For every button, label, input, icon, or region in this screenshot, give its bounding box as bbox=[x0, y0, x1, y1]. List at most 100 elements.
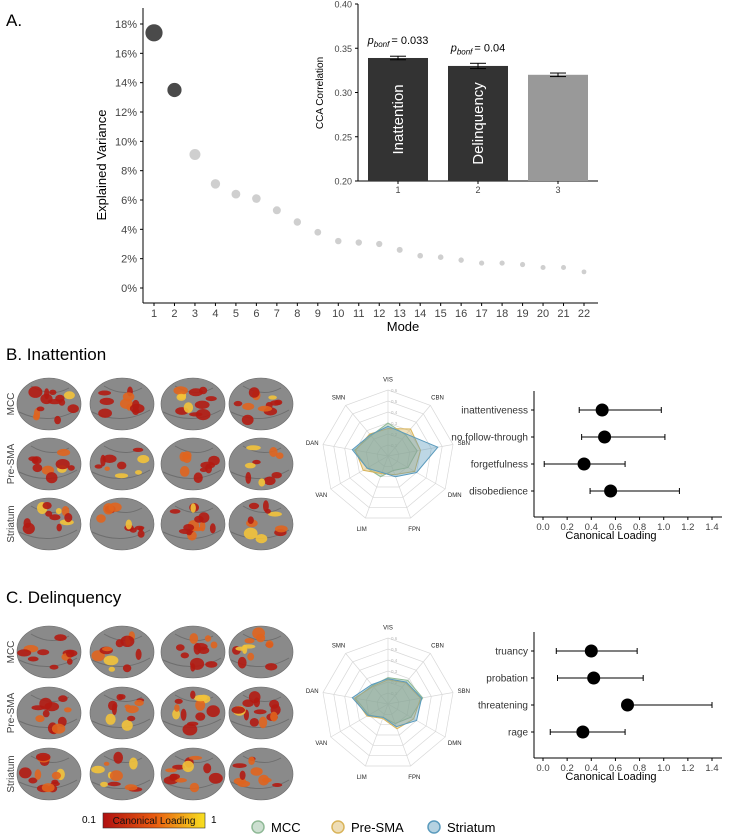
loading-xtick-label: 1.2 bbox=[681, 522, 694, 533]
loading-xtick-label: 0.4 bbox=[585, 763, 598, 774]
brain-activation bbox=[129, 757, 138, 770]
main-xtick-label: 3 bbox=[192, 308, 198, 320]
brain-activation bbox=[135, 648, 142, 661]
radar-scale-label: 0.3 bbox=[391, 669, 398, 674]
radar-axis-label: SMN bbox=[332, 644, 345, 650]
brain-activation bbox=[205, 396, 217, 402]
pbonf-sub: bonf bbox=[457, 47, 473, 56]
brain-activation bbox=[137, 530, 145, 538]
variance-point bbox=[231, 189, 241, 199]
colorbar-gradient bbox=[102, 812, 206, 829]
brain-activation bbox=[248, 387, 260, 398]
brain-activation bbox=[120, 635, 135, 647]
brain-sulcus bbox=[91, 718, 151, 728]
brain-activation bbox=[258, 478, 266, 487]
brain-surface bbox=[160, 377, 226, 431]
brain-activation bbox=[189, 782, 200, 793]
brain-activation bbox=[51, 723, 66, 734]
main-ytick-label: 0% bbox=[121, 283, 137, 295]
brain-activation bbox=[180, 708, 187, 721]
pbonf-sub: bonf bbox=[374, 40, 390, 49]
brain-surface bbox=[89, 497, 155, 551]
brain-activation bbox=[67, 658, 73, 665]
brain-activation bbox=[66, 650, 75, 658]
brain-activation bbox=[183, 524, 195, 531]
brain-sulcus bbox=[230, 718, 290, 728]
brain-sulcus bbox=[30, 755, 70, 763]
loading-category-label: probation bbox=[486, 674, 528, 685]
pbonf-value: = 0.04 bbox=[474, 42, 505, 54]
brain-activation bbox=[263, 500, 269, 512]
radar-scale-label: 0.3 bbox=[391, 421, 398, 426]
main-xtick-label: 21 bbox=[557, 308, 569, 320]
panel-c-label: C. Delinquency bbox=[6, 588, 122, 607]
brain-activation bbox=[242, 402, 255, 411]
variance-point bbox=[314, 228, 322, 236]
main-ytick-label: 4% bbox=[121, 224, 137, 236]
brain-activation bbox=[248, 691, 261, 704]
loading-point bbox=[598, 430, 612, 444]
brain-activation bbox=[55, 459, 70, 470]
radar-axis-label: VAN bbox=[315, 493, 327, 499]
radar-axis-label: FPN bbox=[408, 775, 420, 781]
brain-activation bbox=[194, 515, 204, 523]
explained-variance-ylabel: Explained Variance bbox=[94, 109, 109, 220]
loading-category-label: threatening bbox=[478, 701, 528, 712]
main-ytick-label: 2% bbox=[121, 254, 137, 266]
brain-activation bbox=[114, 473, 129, 479]
brain-activation bbox=[102, 646, 113, 652]
brain-activation bbox=[103, 503, 114, 515]
variance-point bbox=[396, 246, 403, 253]
main-xtick-label: 7 bbox=[274, 308, 280, 320]
main-xtick-label: 5 bbox=[233, 308, 239, 320]
inset-ytick-label: 0.30 bbox=[334, 88, 352, 98]
brain-activation bbox=[231, 706, 246, 714]
loading-chart-delinquency: Canonical Loading 0.0 0.2 0.4 0.6 0.8 1.0 1.2 1… bbox=[478, 632, 722, 783]
brain-activation bbox=[271, 472, 282, 479]
loading-xtick-label: 1.4 bbox=[705, 522, 718, 533]
radar-axis-label: SMN bbox=[332, 396, 345, 402]
brain-activation bbox=[103, 655, 119, 666]
brain-activation bbox=[244, 638, 255, 644]
main-xtick-label: 1 bbox=[151, 308, 157, 320]
main-xtick-label: 12 bbox=[373, 308, 385, 320]
explained-variance-chart: Explained Variance Mode 0% 2% 4% 6% 8% 10% 12%… bbox=[94, 8, 598, 334]
brain-activation bbox=[58, 399, 66, 406]
radar-spoke bbox=[330, 455, 389, 490]
brain-activation bbox=[122, 664, 132, 673]
variance-point bbox=[335, 237, 342, 245]
brain-sulcus bbox=[174, 445, 214, 453]
brain-row-label: Striatum bbox=[6, 505, 17, 542]
radar-scale-label: 0.6 bbox=[391, 636, 398, 641]
brain-row-label: Pre-SMA bbox=[6, 443, 17, 484]
loading-point bbox=[621, 698, 634, 712]
colorbar-label: Canonical Loading bbox=[113, 816, 196, 827]
brain-activation bbox=[263, 476, 276, 486]
brain-activation bbox=[172, 709, 181, 720]
brain-activation bbox=[232, 763, 247, 768]
radar-series-striatum bbox=[351, 678, 423, 728]
brain-activation bbox=[125, 705, 139, 714]
loading-point bbox=[587, 671, 601, 685]
variance-point bbox=[499, 260, 505, 266]
brain-activation bbox=[102, 454, 117, 463]
main-xtick-label: 19 bbox=[516, 308, 528, 320]
brain-activation bbox=[188, 755, 203, 760]
colorbar-min: 0.1 bbox=[82, 815, 96, 826]
brain-activation bbox=[173, 386, 188, 395]
radar-grid-ring bbox=[322, 389, 454, 519]
panel-a-label: A. bbox=[6, 11, 22, 30]
brain-activation bbox=[182, 451, 192, 460]
inset-ytick-label: 0.40 bbox=[334, 0, 352, 10]
brain-activation bbox=[199, 386, 208, 395]
brain-activation bbox=[249, 718, 259, 727]
brain-activation bbox=[268, 511, 282, 517]
brain-activation bbox=[41, 783, 55, 793]
radar-axis-label: DAN bbox=[306, 689, 319, 695]
radar-spoke bbox=[387, 455, 411, 519]
loading-xtick-label: 0.8 bbox=[633, 763, 646, 774]
colorbar: 0.1 Canonical Loading 1 bbox=[82, 812, 217, 829]
main-ytick-label: 10% bbox=[115, 136, 137, 148]
radar-scale-label: 0.5 bbox=[391, 399, 398, 404]
brain-row-label: MCC bbox=[6, 641, 17, 664]
